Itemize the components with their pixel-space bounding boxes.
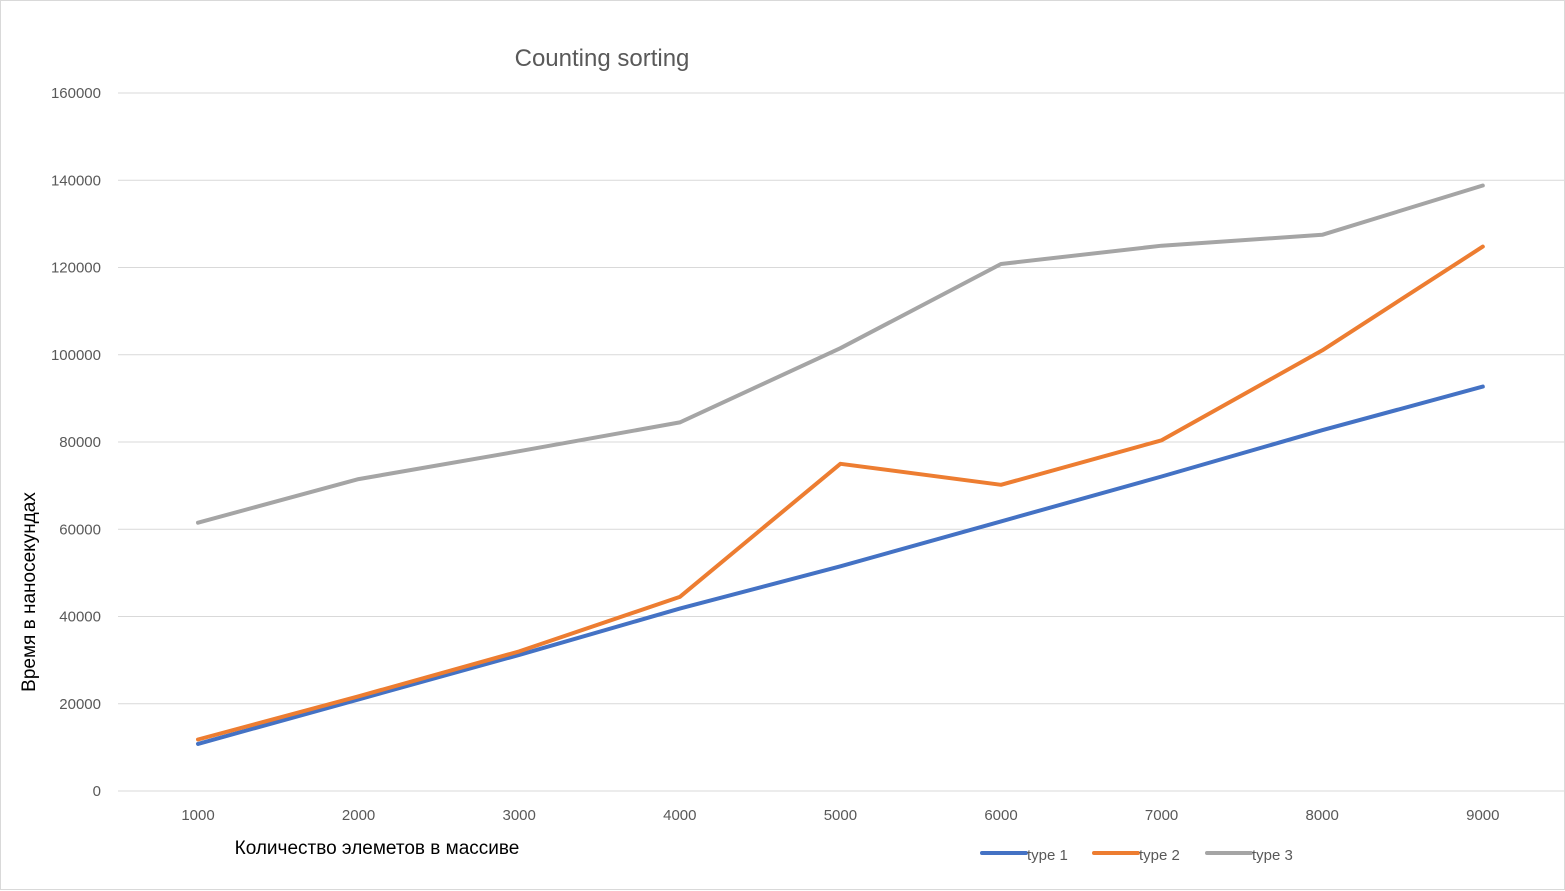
x-axis-title: Количество элеметов в массиве xyxy=(235,838,520,859)
y-tick-label: 100000 xyxy=(51,347,101,364)
y-tick-label: 140000 xyxy=(51,172,101,189)
y-tick-label: 80000 xyxy=(59,434,101,451)
series-line-type-3 xyxy=(198,186,1483,523)
y-tick-label: 0 xyxy=(93,783,101,800)
y-tick-label: 20000 xyxy=(59,696,101,713)
y-axis-ticks: 0 20000 40000 60000 80000 100000 120000 140000 1… xyxy=(51,85,101,800)
x-tick-label: 5000 xyxy=(824,807,857,824)
x-tick-label: 1000 xyxy=(181,807,214,824)
legend-label: type 1 xyxy=(1027,847,1068,864)
x-tick-label: 6000 xyxy=(984,807,1017,824)
y-tick-label: 60000 xyxy=(59,521,101,538)
legend: type 1 type 2 type 3 xyxy=(982,847,1293,864)
x-tick-label: 7000 xyxy=(1145,807,1178,824)
legend-label: type 3 xyxy=(1252,847,1293,864)
x-axis-ticks: 1000 2000 3000 4000 5000 6000 7000 8000 9000 xyxy=(181,807,1499,824)
x-tick-label: 2000 xyxy=(342,807,375,824)
y-axis-title: Время в наносекундах xyxy=(19,492,40,692)
x-tick-label: 8000 xyxy=(1306,807,1339,824)
y-tick-label: 160000 xyxy=(51,85,101,102)
gridlines xyxy=(118,93,1564,791)
chart-title: Counting sorting xyxy=(515,45,690,72)
y-tick-label: 120000 xyxy=(51,260,101,277)
x-tick-label: 9000 xyxy=(1466,807,1499,824)
series-line-type-1 xyxy=(198,387,1483,744)
y-tick-label: 40000 xyxy=(59,609,101,626)
series-lines xyxy=(198,185,1483,744)
series-line-type-2 xyxy=(198,247,1483,740)
legend-label: type 2 xyxy=(1139,847,1180,864)
x-tick-label: 4000 xyxy=(663,807,696,824)
x-tick-label: 3000 xyxy=(503,807,536,824)
